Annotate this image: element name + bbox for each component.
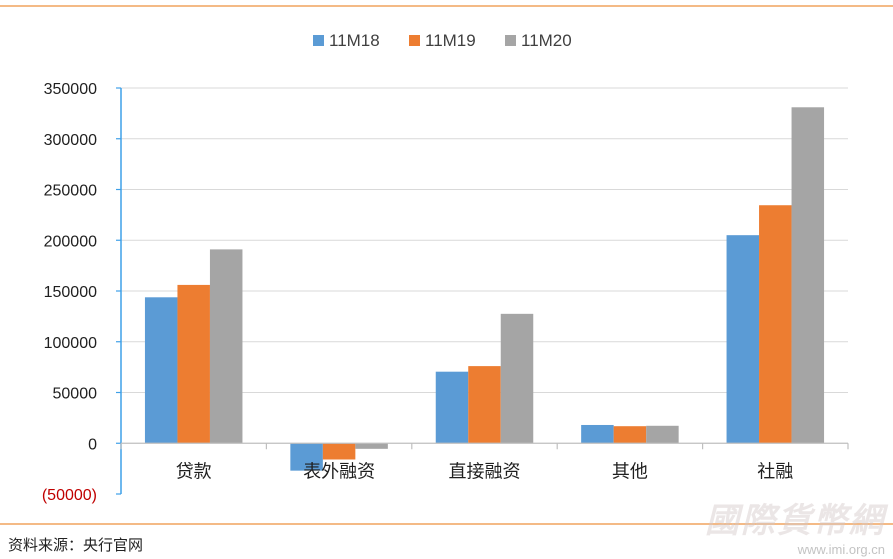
bar-11M19-2 xyxy=(468,366,501,444)
y-tick-label: 100000 xyxy=(44,335,97,352)
bar-11M19-4 xyxy=(759,205,792,444)
bars xyxy=(144,107,825,471)
legend-label-11M19: 11M19 xyxy=(425,31,476,50)
x-category-label: 表外融资 xyxy=(303,461,375,481)
x-category-labels: 贷款 表外融资 直接融资 其他 社融 xyxy=(176,461,794,481)
bar-11M19-1 xyxy=(322,443,356,460)
y-tick-label: 50000 xyxy=(53,386,98,403)
source-note: 资料来源：央行官网 xyxy=(8,536,144,554)
bar-11M20-1 xyxy=(355,443,388,449)
watermark-logo: 國際貨幣網 xyxy=(705,501,885,541)
x-category-label: 直接融资 xyxy=(449,461,521,481)
bar-11M20-0 xyxy=(209,249,243,444)
legend-label-11M18: 11M18 xyxy=(329,31,380,50)
y-tick-label: 250000 xyxy=(44,183,97,200)
y-tick-label: 350000 xyxy=(44,81,97,98)
bar-11M20-2 xyxy=(500,313,534,444)
x-category-label: 其他 xyxy=(612,461,648,481)
axes xyxy=(116,87,849,495)
bar-11M18-2 xyxy=(435,371,469,444)
bar-11M18-0 xyxy=(144,297,178,444)
x-category-label: 社融 xyxy=(757,461,793,481)
bar-11M20-4 xyxy=(791,107,825,444)
y-tick-labels: (50000) 0 50000 100000 150000 200000 250000 300… xyxy=(42,81,97,504)
bar-11M18-4 xyxy=(726,235,760,444)
watermark: 國際貨幣網 www.imi.org.cn xyxy=(705,493,885,557)
bar-11M18-1 xyxy=(290,443,323,471)
chart-legend: 11M18 11M19 11M20 xyxy=(313,31,572,50)
y-tick-label: 200000 xyxy=(44,233,97,250)
bar-11M19-0 xyxy=(177,284,210,444)
y-tick-label: (50000) xyxy=(42,487,97,504)
bar-11M18-3 xyxy=(581,424,614,444)
y-tick-label: 300000 xyxy=(44,132,97,149)
legend-swatch-11M18 xyxy=(313,35,324,46)
legend-swatch-11M20 xyxy=(505,35,516,46)
y-tick-label: 150000 xyxy=(44,284,97,301)
bar-11M19-3 xyxy=(613,426,647,444)
legend-swatch-11M19 xyxy=(409,35,420,46)
legend-label-11M20: 11M20 xyxy=(521,31,572,50)
x-category-label: 贷款 xyxy=(176,461,212,481)
watermark-url: www.imi.org.cn xyxy=(797,542,885,557)
y-tick-label: 0 xyxy=(88,436,97,453)
bar-11M20-3 xyxy=(646,425,679,444)
